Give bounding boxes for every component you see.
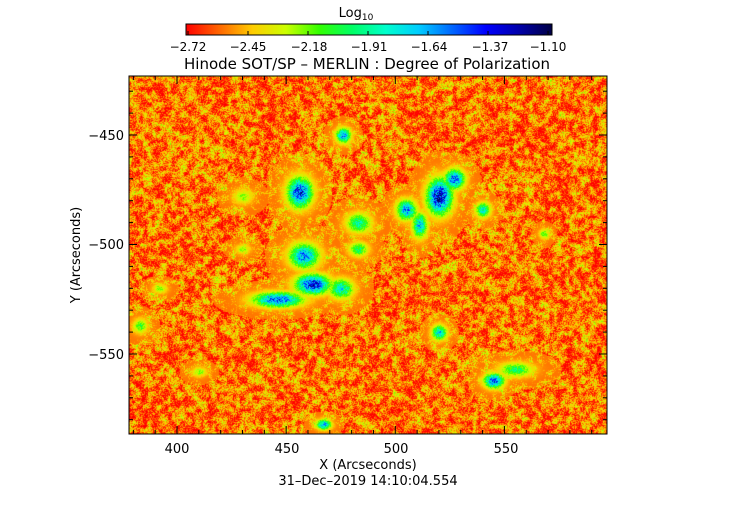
colorbar-title-main: Log [339,6,362,21]
colorbar-tick-label: −1.37 [472,40,509,54]
chart-title: Hinode SOT/SP – MERLIN : Degree of Polar… [184,55,550,73]
y-tick-label: −550 [88,348,124,363]
x-tick-label: 400 [165,442,190,457]
x-tick-label: 500 [384,442,409,457]
axis-ticks [129,76,607,434]
colorbar-tick-label: −1.64 [411,40,448,54]
colorbar: Log10 −2.72 −2.45 −2.18 −1.91 −1.64 −1.3… [170,6,567,54]
colorbar-tick-label: −1.10 [530,40,567,54]
colorbar-gradient [185,23,553,36]
colorbar-tick-label: −2.45 [230,40,267,54]
y-tick-label: −450 [88,129,124,144]
plot-area [128,75,608,435]
colorbar-title: Log10 [339,6,374,23]
y-axis-label: Y (Arcseconds) [69,207,84,304]
colorbar-tick-label: −2.18 [291,40,328,54]
plot-frame [128,75,608,435]
x-tick-label: 450 [275,442,300,457]
x-tick-label: 550 [494,442,519,457]
colorbar-tick-label: −2.72 [170,40,207,54]
observation-timestamp: 31–Dec–2019 14:10:04.554 [278,474,457,489]
colorbar-tick-label: −1.91 [351,40,388,54]
x-axis-label: X (Arcseconds) [319,458,416,473]
colorbar-title-subscript: 10 [362,13,374,23]
y-tick-label: −500 [88,238,124,253]
heatmap-image [129,76,607,434]
